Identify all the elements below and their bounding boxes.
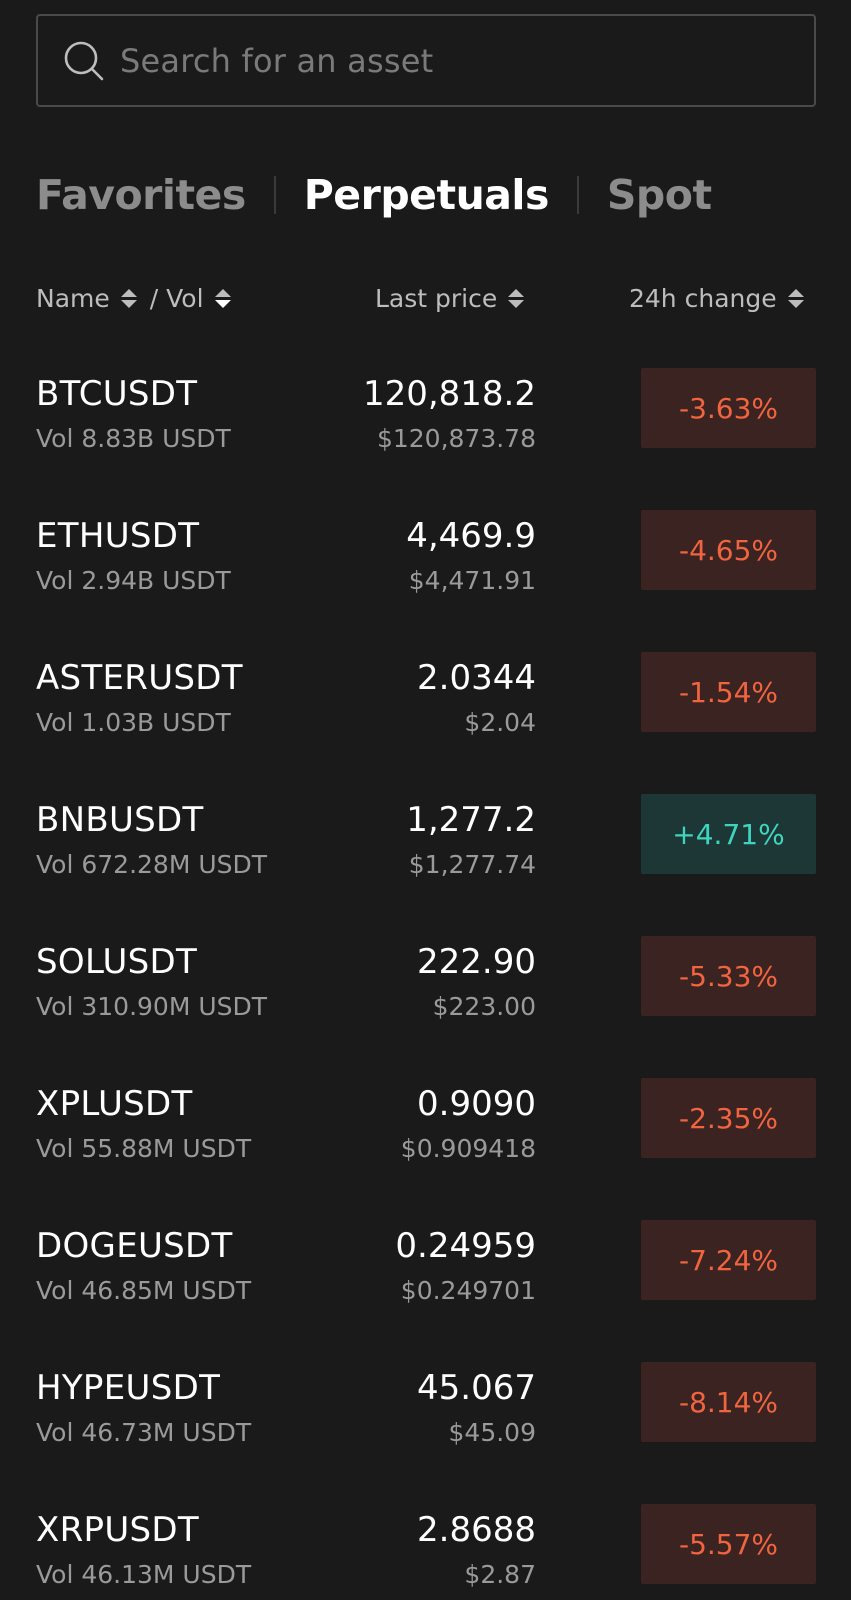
market-row[interactable]: BTCUSDT Vol 8.83B USDT 120,818.2 $120,873.7… [0, 368, 851, 516]
last-price: 45.067 [417, 1368, 536, 1408]
symbol-name: ASTERUSDT [36, 658, 243, 698]
search-icon [64, 41, 104, 80]
usd-price: $2.04 [464, 708, 536, 737]
symbol-name: HYPEUSDT [36, 1368, 221, 1408]
volume-text: Vol 1.03B USDT [36, 708, 231, 737]
usd-price: $0.249701 [400, 1276, 536, 1305]
sort-by-name[interactable]: Name [36, 284, 138, 313]
last-price: 120,818.2 [362, 374, 536, 414]
sort-icon [787, 286, 805, 310]
change-column-label: 24h change [629, 283, 777, 313]
tab-divider [273, 176, 276, 214]
market-tabs: Favorites Perpetuals Spot [36, 162, 712, 228]
market-row[interactable]: DOGEUSDT Vol 46.85M USDT 0.24959 $0.249701 -… [0, 1220, 851, 1368]
usd-price: $45.09 [448, 1418, 536, 1447]
volume-text: Vol 310.90M USDT [36, 992, 268, 1021]
symbol-name: ETHUSDT [36, 516, 200, 556]
search-input[interactable] [120, 30, 814, 91]
last-price: 0.24959 [395, 1226, 536, 1266]
search-box[interactable] [36, 14, 816, 107]
usd-price: $2.87 [464, 1560, 536, 1589]
market-row[interactable]: XPLUSDT Vol 55.88M USDT 0.9090 $0.909418 -2.… [0, 1078, 851, 1226]
volume-text: Vol 8.83B USDT [36, 424, 231, 453]
symbol-name: SOLUSDT [36, 942, 198, 982]
change-badge[interactable]: -3.63% [641, 368, 816, 448]
tab-divider [576, 176, 579, 214]
last-price: 2.8688 [417, 1510, 536, 1550]
last-price: 1,277.2 [406, 800, 536, 840]
sort-icon [507, 286, 525, 310]
change-badge[interactable]: -8.14% [641, 1362, 816, 1442]
volume-text: Vol 672.28M USDT [36, 850, 268, 879]
usd-price: $120,873.78 [376, 424, 536, 453]
market-row[interactable]: ASTERUSDT Vol 1.03B USDT 2.0344 $2.04 -1.54% [0, 652, 851, 800]
sort-by-volume[interactable]: / Vol [150, 284, 232, 313]
volume-text: Vol 46.73M USDT [36, 1418, 252, 1447]
sort-icon [120, 286, 138, 310]
change-badge[interactable]: -5.57% [641, 1504, 816, 1584]
symbol-name: XRPUSDT [36, 1510, 199, 1550]
volume-text: Vol 46.85M USDT [36, 1276, 252, 1305]
change-badge[interactable]: -5.33% [641, 936, 816, 1016]
last-price: 4,469.9 [406, 516, 536, 556]
volume-text: Vol 55.88M USDT [36, 1134, 252, 1163]
name-column-label: Name [36, 283, 110, 313]
market-row[interactable]: SOLUSDT Vol 310.90M USDT 222.90 $223.00 -5.3… [0, 936, 851, 1084]
symbol-name: XPLUSDT [36, 1084, 193, 1124]
usd-price: $4,471.91 [408, 566, 536, 595]
volume-text: Vol 46.13M USDT [36, 1560, 252, 1589]
change-badge[interactable]: +4.71% [641, 794, 816, 874]
symbol-name: DOGEUSDT [36, 1226, 233, 1266]
last-price: 222.90 [417, 942, 536, 982]
last-price: 0.9090 [417, 1084, 536, 1124]
change-badge[interactable]: -4.65% [641, 510, 816, 590]
market-row[interactable]: XRPUSDT Vol 46.13M USDT 2.8688 $2.87 -5.57% [0, 1504, 851, 1600]
symbol-name: BTCUSDT [36, 374, 198, 414]
last-price: 2.0344 [417, 658, 536, 698]
vol-column-label: / Vol [149, 283, 204, 313]
sort-by-24h-change[interactable]: 24h change [629, 278, 805, 318]
market-row[interactable]: BNBUSDT Vol 672.28M USDT 1,277.2 $1,277.74 +… [0, 794, 851, 942]
change-badge[interactable]: -7.24% [641, 1220, 816, 1300]
name-vol-header: Name / Vol [36, 278, 232, 318]
last-price-column-label: Last price [375, 283, 498, 313]
usd-price: $0.909418 [400, 1134, 536, 1163]
market-row[interactable]: HYPEUSDT Vol 46.73M USDT 45.067 $45.09 -8.14… [0, 1362, 851, 1510]
usd-price: $1,277.74 [408, 850, 536, 879]
tab-spot[interactable]: Spot [606, 171, 712, 219]
volume-text: Vol 2.94B USDT [36, 566, 231, 595]
market-row[interactable]: ETHUSDT Vol 2.94B USDT 4,469.9 $4,471.91 -4.… [0, 510, 851, 658]
symbol-name: BNBUSDT [36, 800, 204, 840]
sort-by-last-price[interactable]: Last price [375, 278, 525, 318]
change-badge[interactable]: -1.54% [641, 652, 816, 732]
tab-perpetuals[interactable]: Perpetuals [303, 171, 550, 219]
sort-desc-icon [214, 286, 232, 310]
change-badge[interactable]: -2.35% [641, 1078, 816, 1158]
tab-favorites[interactable]: Favorites [36, 171, 246, 219]
usd-price: $223.00 [432, 992, 536, 1021]
